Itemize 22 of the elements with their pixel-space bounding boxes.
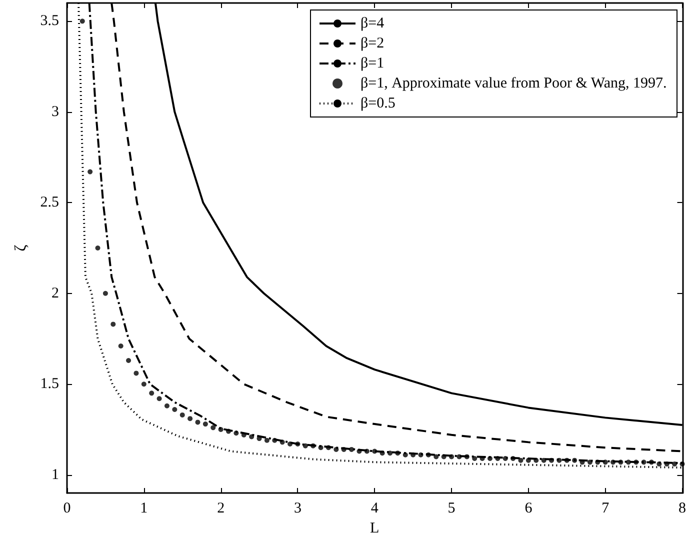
legend-label: β=4: [360, 16, 385, 32]
y-tick-label: 2.5: [40, 194, 59, 211]
legend-label: β=2: [360, 36, 384, 52]
x-tick-label: 1: [140, 500, 148, 516]
y-tick-label: 1: [52, 466, 59, 483]
y-tick-label: 3.5: [40, 13, 59, 30]
x-tick-label: 5: [448, 500, 456, 516]
x-axis-title: L: [370, 520, 380, 536]
y-axis-title: ζ: [12, 244, 30, 252]
x-tick-label: 8: [678, 500, 686, 516]
legend-label: β=1: [360, 56, 384, 72]
legend-label: β=0.5: [360, 96, 396, 112]
x-tick-label: 0: [63, 500, 71, 516]
y-tick-label: 2: [52, 285, 59, 302]
x-tick-label: 4: [370, 500, 379, 516]
x-tick-label: 6: [524, 500, 533, 516]
y-tick-label: 3: [52, 104, 59, 120]
x-tick-label: 3: [294, 500, 302, 516]
x-tick-label: 2: [217, 500, 225, 516]
y-tick-label: 1.5: [40, 376, 59, 392]
x-tick-label: 7: [602, 500, 610, 516]
legend-label: β=1, Approximate value from Poor & Wang, 1997.: [360, 76, 667, 92]
